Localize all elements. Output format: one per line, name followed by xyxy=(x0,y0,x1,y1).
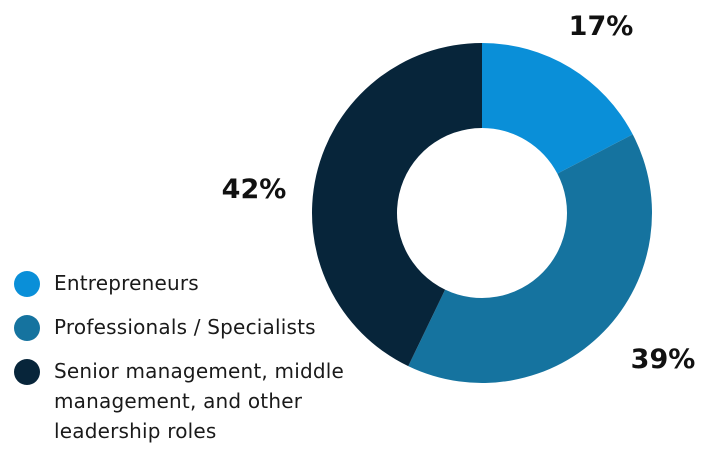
value-label-senior-management: 42% xyxy=(222,174,287,205)
slice-entrepreneurs xyxy=(482,43,633,174)
legend-item-professionals: Professionals / Specialists xyxy=(14,312,394,342)
slice-professionals xyxy=(408,134,652,383)
legend-item-entrepreneurs: Entrepreneurs xyxy=(14,268,394,298)
legend-label: Professionals / Specialists xyxy=(54,315,316,339)
slice-senior-management xyxy=(311,43,482,367)
value-label-entrepreneurs: 17% xyxy=(569,11,634,42)
donut-slices xyxy=(311,43,652,383)
value-labels: 17% 39% 42% xyxy=(222,11,696,375)
legend: Entrepreneurs Professionals / Specialist… xyxy=(14,268,394,460)
value-label-professionals: 39% xyxy=(631,344,696,375)
legend-label: Senior management, middle management, an… xyxy=(54,359,345,443)
legend-label: Entrepreneurs xyxy=(54,271,199,295)
legend-swatch-senior-management xyxy=(14,359,40,385)
legend-swatch-professionals xyxy=(14,315,40,341)
legend-swatch-entrepreneurs xyxy=(14,271,40,297)
legend-item-senior-management: Senior management, middle management, an… xyxy=(14,356,394,446)
